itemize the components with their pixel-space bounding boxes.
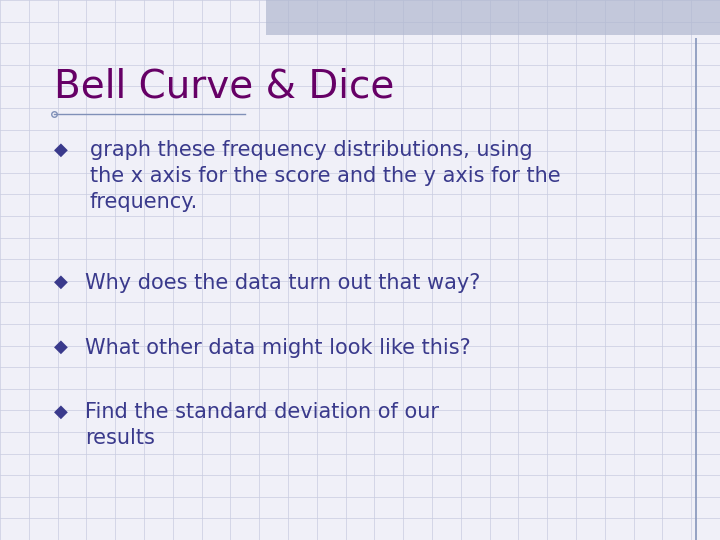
Bar bbox=[266, 0, 720, 35]
Text: Why does the data turn out that way?: Why does the data turn out that way? bbox=[85, 273, 480, 293]
Bar bbox=[695, 38, 697, 540]
Text: Bell Curve & Dice: Bell Curve & Dice bbox=[54, 68, 395, 105]
Text: ◆: ◆ bbox=[54, 338, 68, 355]
Text: ◆: ◆ bbox=[54, 402, 68, 420]
Text: What other data might look like this?: What other data might look like this? bbox=[85, 338, 471, 357]
Text: graph these frequency distributions, using
the x axis for the score and the y ax: graph these frequency distributions, usi… bbox=[90, 140, 561, 212]
Text: ◆: ◆ bbox=[54, 273, 68, 291]
Text: ◆: ◆ bbox=[54, 140, 68, 158]
Text: Find the standard deviation of our
results: Find the standard deviation of our resul… bbox=[85, 402, 439, 448]
